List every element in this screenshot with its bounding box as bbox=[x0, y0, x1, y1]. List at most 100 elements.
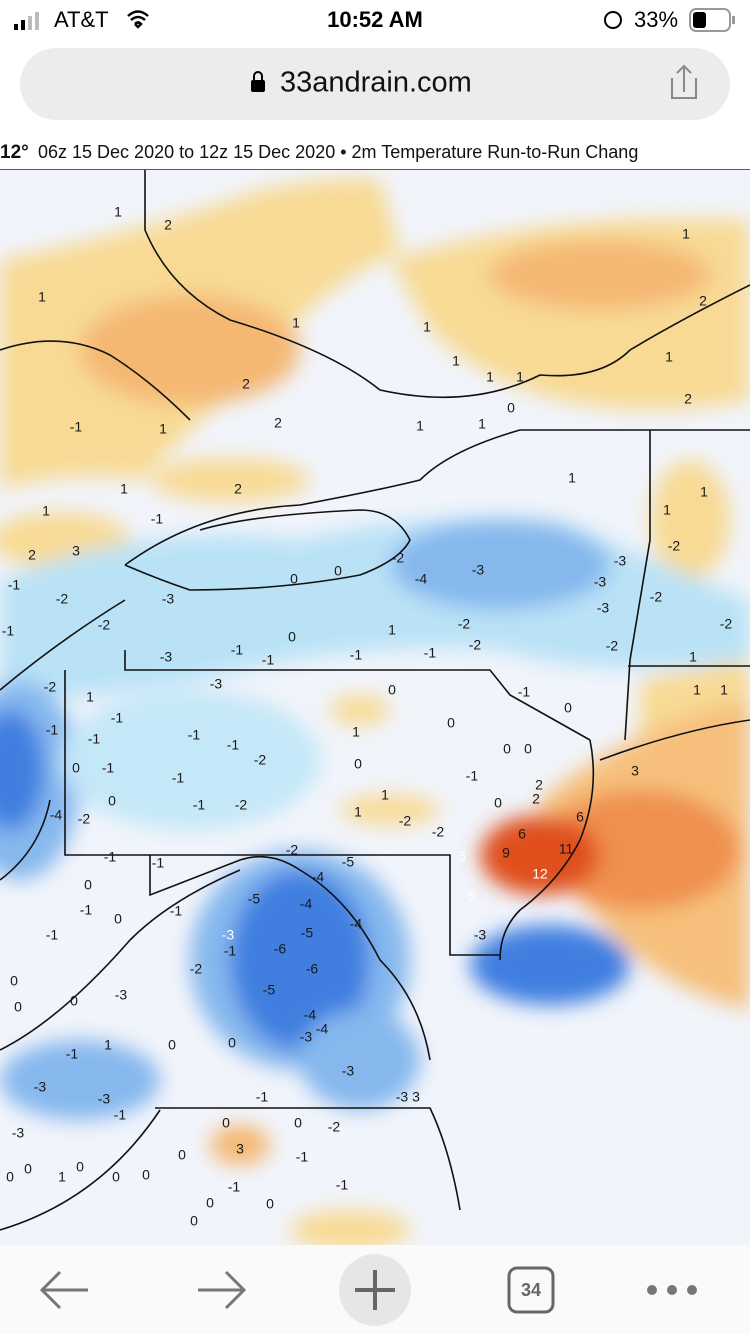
map-value-label: 0 bbox=[108, 793, 116, 809]
map-value-label: -1 bbox=[152, 855, 165, 871]
map-value-label: -5 bbox=[263, 982, 276, 998]
map-value-label: -1 bbox=[88, 731, 101, 747]
map-value-label: -3 bbox=[34, 1079, 47, 1095]
map-value-label: 1 bbox=[720, 682, 728, 698]
map-value-label: -1 bbox=[336, 1177, 349, 1193]
map-value-label: -1 bbox=[350, 647, 363, 663]
map-value-label: -2 bbox=[328, 1119, 341, 1135]
map-value-label: -3 bbox=[12, 1125, 25, 1141]
map-value-label: -3 bbox=[594, 574, 607, 590]
map-value-label: -5 bbox=[342, 854, 355, 870]
map-value-label: -2 bbox=[44, 679, 57, 695]
map-value-label: 3 bbox=[236, 1141, 244, 1157]
map-value-label: 1 bbox=[663, 502, 671, 518]
url: 33andrain.com bbox=[280, 67, 472, 99]
map-value-label: -1 bbox=[80, 902, 93, 918]
map-value-label: 0 bbox=[70, 993, 78, 1009]
map-value-label: 2 bbox=[28, 547, 36, 563]
url-bar[interactable] bbox=[20, 48, 730, 120]
map-value-label: 0 bbox=[84, 877, 92, 893]
map-value-label: -1 bbox=[172, 770, 185, 786]
map-value-label: -1 bbox=[102, 760, 115, 776]
map-value-label: 0 bbox=[206, 1195, 214, 1211]
map-value-label: 0 bbox=[288, 629, 296, 645]
map-value-label: 1 bbox=[693, 682, 701, 698]
map-value-label: 1 bbox=[381, 787, 389, 803]
map-value-label: 2 bbox=[242, 376, 250, 392]
map-value-label: -2 bbox=[720, 616, 733, 632]
map-value-label: -1 bbox=[70, 419, 83, 435]
map-value-label: 0 bbox=[14, 999, 22, 1015]
map-title: 06z 15 Dec 2020 to 12z 15 Dec 2020 • 2m … bbox=[38, 142, 638, 162]
map-value-label: -4 bbox=[312, 869, 325, 885]
map-value-label: -1 bbox=[231, 642, 244, 658]
tabs-button[interactable] bbox=[507, 1266, 555, 1314]
map-value-label: -6 bbox=[306, 961, 319, 977]
map-value-label: -3 bbox=[222, 927, 235, 943]
map-value-label: 0 bbox=[10, 973, 18, 989]
map-value-label: 1 bbox=[104, 1037, 112, 1053]
map-value-label: -2 bbox=[469, 637, 482, 653]
map-value-label: 11 bbox=[559, 841, 574, 857]
map-value-label: 6 bbox=[576, 809, 584, 825]
map-value-label: -5 bbox=[301, 925, 314, 941]
map-value-label: 0 bbox=[503, 741, 511, 757]
map-value-label: -2 bbox=[235, 797, 248, 813]
map-value-label: 2 bbox=[532, 791, 540, 807]
back-button[interactable] bbox=[39, 1270, 88, 1310]
map-value-label: 3 bbox=[458, 848, 466, 864]
clock: 10:52 AM bbox=[327, 7, 423, 32]
map-value-label: -2 bbox=[56, 591, 69, 607]
map-value-label: 1 bbox=[416, 418, 424, 434]
map-value-label: -2 bbox=[432, 824, 445, 840]
map-value-label: -4 bbox=[50, 807, 63, 823]
map-value-label: -3 bbox=[115, 987, 128, 1003]
map-value-label: -1 bbox=[66, 1046, 79, 1062]
map-value-label: 1 bbox=[568, 470, 576, 486]
map-value-label: 9 bbox=[502, 845, 510, 861]
map-value-label: 0 bbox=[388, 682, 396, 698]
forward-button[interactable] bbox=[198, 1270, 247, 1310]
menu-button[interactable] bbox=[647, 1285, 697, 1295]
map-value-label: -1 bbox=[224, 943, 237, 959]
map-value-label: 2 bbox=[699, 293, 707, 309]
map-value-label: 0 bbox=[334, 563, 342, 579]
map-value-label: 0 bbox=[142, 1167, 150, 1183]
map-value-label: -2 bbox=[458, 616, 471, 632]
map-value-label: 1 bbox=[478, 416, 486, 432]
map-value-label: 1 bbox=[38, 289, 46, 305]
map-value-label: -1 bbox=[193, 797, 206, 813]
map-value-label: -2 bbox=[650, 589, 663, 605]
map-value-label: 0 bbox=[564, 700, 572, 716]
map-value-label: -3 bbox=[396, 1089, 409, 1105]
map-value-label: -1 bbox=[46, 722, 59, 738]
map-value-label: -3 bbox=[472, 562, 485, 578]
map-value-label: 1 bbox=[665, 349, 673, 365]
map-value-label: 2 bbox=[274, 415, 282, 431]
map-value-label: 0 bbox=[190, 1213, 198, 1229]
map-value-label: 0 bbox=[222, 1115, 230, 1131]
map-value-label: 0 bbox=[507, 400, 515, 416]
map-value-label: -2 bbox=[392, 550, 405, 566]
map-value-label: 1 bbox=[292, 315, 300, 331]
map-value-label: 1 bbox=[352, 724, 360, 740]
map-value-label: 1 bbox=[423, 319, 431, 335]
map-value-label: 0 bbox=[114, 911, 122, 927]
map-value-label: -3 bbox=[614, 553, 627, 569]
map-value-label: 0 bbox=[290, 571, 298, 587]
map-value-label: -1 bbox=[188, 727, 201, 743]
map-value-label: -4 bbox=[350, 916, 363, 932]
map-value-label: 0 bbox=[178, 1147, 186, 1163]
map-value-label: 0 bbox=[112, 1169, 120, 1185]
map-value-label: 1 bbox=[388, 622, 396, 638]
map-value-label: -1 bbox=[466, 768, 479, 784]
map-value-label: 1 bbox=[354, 804, 362, 820]
map-value-label: -3 bbox=[474, 927, 487, 943]
map-value-label: -1 bbox=[228, 1179, 241, 1195]
share-button[interactable] bbox=[671, 64, 697, 99]
map-value-label: -3 bbox=[342, 1063, 355, 1079]
map-value-label: 1 bbox=[452, 353, 460, 369]
carrier: AT&T bbox=[54, 7, 109, 32]
map-value-label: 5 bbox=[468, 888, 476, 904]
